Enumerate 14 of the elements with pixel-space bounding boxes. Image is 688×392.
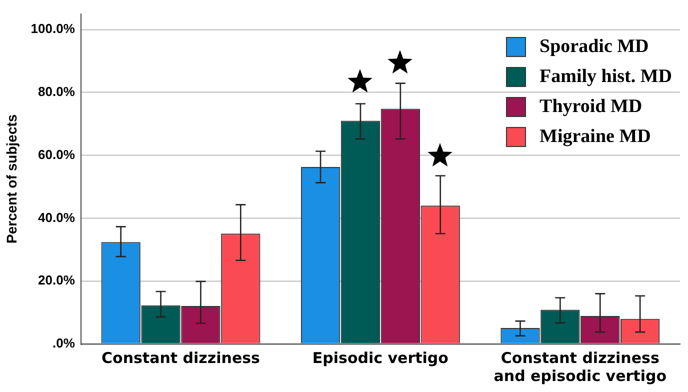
y-tick-label: .0%: [52, 336, 76, 351]
y-tick-label: 100.0%: [30, 21, 76, 36]
x-tick-label: Episodic vertigo: [312, 348, 448, 367]
y-axis-title: Percent of subjects: [3, 114, 20, 244]
y-tick-label: 20.0%: [38, 272, 76, 288]
y-tick-label: 40.0%: [38, 210, 76, 225]
legend-label: Thyroid MD: [540, 96, 642, 118]
legend-label: Sporadic MD: [540, 36, 649, 58]
y-tick-label: 80.0%: [38, 84, 76, 99]
x-tick-label: Constant dizziness: [102, 348, 260, 367]
y-tick-label: 60.0%: [38, 146, 76, 162]
x-tick-label: Constant dizziness and episodic vertigo: [494, 348, 667, 385]
legend-label: Family hist. MD: [540, 66, 672, 88]
legend-label: Migraine MD: [540, 126, 651, 148]
